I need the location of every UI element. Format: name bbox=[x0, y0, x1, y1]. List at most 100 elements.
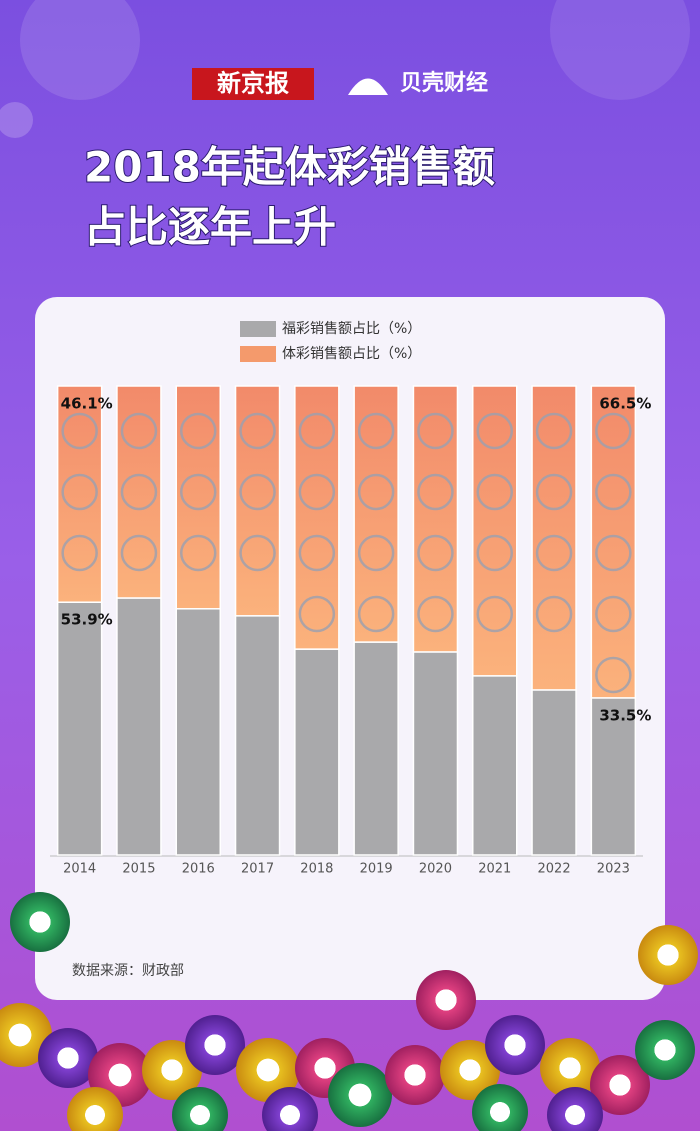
bar-pattern bbox=[298, 595, 336, 633]
bar-pattern bbox=[595, 412, 632, 450]
x-tick-label: 2022 bbox=[538, 862, 571, 877]
bar-pattern bbox=[417, 534, 454, 572]
source: 数据来源：财政部 bbox=[72, 963, 184, 979]
x-tick-label: 2015 bbox=[122, 862, 155, 877]
bar-pattern bbox=[417, 595, 454, 633]
decor-bubble bbox=[20, 0, 140, 100]
x-tick-label: 2014 bbox=[63, 862, 96, 877]
ball bbox=[262, 1087, 318, 1135]
ball bbox=[185, 1015, 245, 1075]
ball bbox=[10, 892, 70, 952]
legend-swatch bbox=[240, 321, 276, 337]
bar-pattern bbox=[298, 412, 336, 450]
bar-pattern bbox=[595, 595, 632, 633]
bar-pattern bbox=[61, 473, 98, 511]
bar-pattern bbox=[298, 473, 336, 511]
bar-pattern bbox=[357, 534, 395, 572]
bar-pattern bbox=[357, 412, 395, 450]
bar-segment bbox=[234, 615, 281, 856]
x-tick-label: 2021 bbox=[478, 862, 511, 877]
ball bbox=[236, 1038, 300, 1102]
ball bbox=[638, 925, 698, 985]
bar-pattern bbox=[180, 473, 217, 511]
bar-pattern bbox=[120, 473, 158, 511]
bar-segment bbox=[116, 597, 162, 856]
ball bbox=[635, 1020, 695, 1080]
bar-pattern bbox=[476, 473, 513, 511]
value-label: 46.1% bbox=[61, 395, 113, 413]
bar-pattern bbox=[180, 412, 217, 450]
bar-segment bbox=[56, 601, 103, 856]
bar-segment bbox=[175, 608, 221, 856]
x-tick-label: 2023 bbox=[597, 862, 630, 877]
bar-pattern bbox=[120, 412, 158, 450]
bar-segment bbox=[531, 385, 577, 691]
bar-pattern bbox=[535, 595, 573, 633]
partner-logo bbox=[348, 78, 388, 95]
ball bbox=[38, 1028, 98, 1088]
value-label: 53.9% bbox=[61, 611, 113, 629]
ball bbox=[328, 1063, 392, 1127]
bar-segment bbox=[472, 675, 518, 856]
ball bbox=[540, 1038, 600, 1098]
bar-pattern bbox=[357, 473, 395, 511]
x-tick-label: 2018 bbox=[300, 862, 333, 877]
bar-pattern bbox=[120, 534, 158, 572]
ball bbox=[472, 1084, 528, 1135]
bar-segment bbox=[353, 641, 399, 856]
bar-pattern bbox=[357, 595, 395, 633]
bar-pattern bbox=[595, 656, 632, 694]
ball bbox=[416, 970, 476, 1030]
bar-pattern bbox=[476, 412, 513, 450]
ball bbox=[172, 1087, 228, 1135]
x-tick-label: 2017 bbox=[241, 862, 274, 877]
x-tick-label: 2019 bbox=[360, 862, 393, 877]
decor-bubble bbox=[0, 102, 33, 138]
bar-segment bbox=[353, 385, 399, 643]
bar-pattern bbox=[239, 534, 276, 572]
value-label: 66.5% bbox=[599, 395, 651, 413]
bar-pattern bbox=[595, 534, 632, 572]
title-line: 占比逐年上升 bbox=[84, 203, 336, 252]
bar-pattern bbox=[535, 534, 573, 572]
bar-pattern bbox=[61, 412, 98, 450]
bar-pattern bbox=[298, 534, 336, 572]
bar-segment bbox=[412, 651, 459, 856]
bar-pattern bbox=[476, 595, 513, 633]
legend-label: 福彩销售额占比（%） bbox=[282, 321, 421, 337]
plot: 福彩销售额占比（%） 体彩销售额占比（%） 53.9% 46.1% 2014 2015 20… bbox=[50, 321, 651, 877]
legend-swatch bbox=[240, 346, 276, 362]
bar-segment bbox=[590, 385, 637, 699]
title-line: 2018年起体彩销售额 bbox=[84, 143, 495, 192]
bar-pattern bbox=[535, 412, 573, 450]
bar-pattern bbox=[61, 534, 98, 572]
decor-bubble bbox=[550, 0, 690, 100]
bar-segment bbox=[472, 385, 518, 677]
balls bbox=[0, 892, 698, 1135]
partner: 贝壳财经 bbox=[400, 70, 488, 96]
ball bbox=[440, 1040, 500, 1100]
bar-pattern bbox=[180, 534, 217, 572]
ball bbox=[590, 1055, 650, 1115]
bar-pattern bbox=[417, 412, 454, 450]
value-label: 33.5% bbox=[599, 706, 651, 724]
x-tick-label: 2016 bbox=[182, 862, 215, 877]
bar-segment bbox=[590, 697, 637, 856]
ball bbox=[385, 1045, 445, 1105]
bar-pattern bbox=[239, 412, 276, 450]
bar-segment bbox=[294, 648, 340, 856]
legend-label: 体彩销售额占比（%） bbox=[282, 346, 421, 362]
bar-pattern bbox=[239, 473, 276, 511]
ball bbox=[485, 1015, 545, 1075]
bar-segment bbox=[116, 385, 162, 599]
ball bbox=[547, 1087, 603, 1135]
ball bbox=[67, 1087, 123, 1135]
brand: 新京报 bbox=[217, 69, 289, 98]
bar-pattern bbox=[595, 473, 632, 511]
bar-pattern bbox=[476, 534, 513, 572]
x-tick-label: 2020 bbox=[419, 862, 452, 877]
bar-segment bbox=[531, 689, 577, 856]
brand-box bbox=[192, 68, 314, 100]
bar-pattern bbox=[417, 473, 454, 511]
